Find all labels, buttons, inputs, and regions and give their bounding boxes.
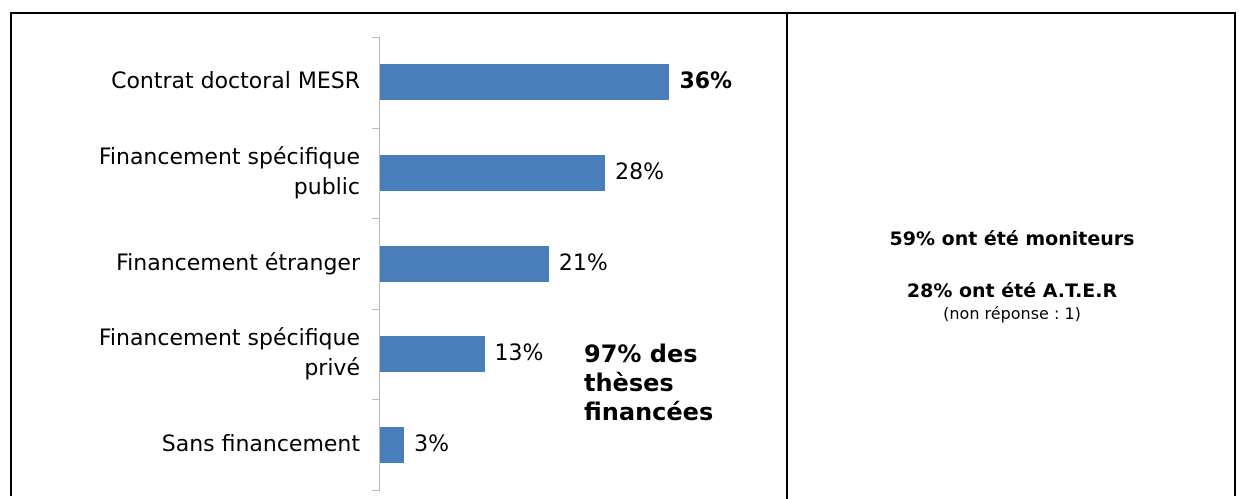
divider xyxy=(786,12,788,499)
category-axis xyxy=(379,37,380,490)
value-label: 36% xyxy=(679,69,733,95)
value-label: 13% xyxy=(494,341,544,367)
spacer xyxy=(788,252,1236,278)
bar xyxy=(380,245,549,282)
value-label: 28% xyxy=(615,159,665,185)
annotation: 97% des thèses financées xyxy=(584,340,714,426)
category-label: Financement étranger xyxy=(116,250,360,276)
category-label: Financement spécifique privé xyxy=(98,326,360,382)
bar xyxy=(380,426,405,463)
value-label: 21% xyxy=(558,250,608,276)
category-label: Financement spécifique public xyxy=(98,144,360,200)
category-label: Sans financement xyxy=(161,431,360,457)
bar xyxy=(380,154,606,191)
category-tick xyxy=(372,399,380,401)
bar xyxy=(380,336,485,373)
category-tick xyxy=(372,37,380,38)
category-tick xyxy=(372,127,380,129)
value-label: 3% xyxy=(414,431,450,457)
category-label: Contrat doctoral MESR xyxy=(111,69,360,95)
note: 28% ont été A.T.E.R xyxy=(906,280,1118,302)
note: 59% ont été moniteurs xyxy=(889,228,1135,250)
category-tick xyxy=(372,218,380,220)
category-tick xyxy=(372,490,380,491)
bar xyxy=(380,64,670,101)
category-tick xyxy=(372,308,380,310)
side-notes: 59% ont été moniteurs 28% ont été A.T.E.… xyxy=(788,226,1236,324)
note: (non réponse : 1) xyxy=(943,304,1081,323)
frame xyxy=(10,12,1236,496)
